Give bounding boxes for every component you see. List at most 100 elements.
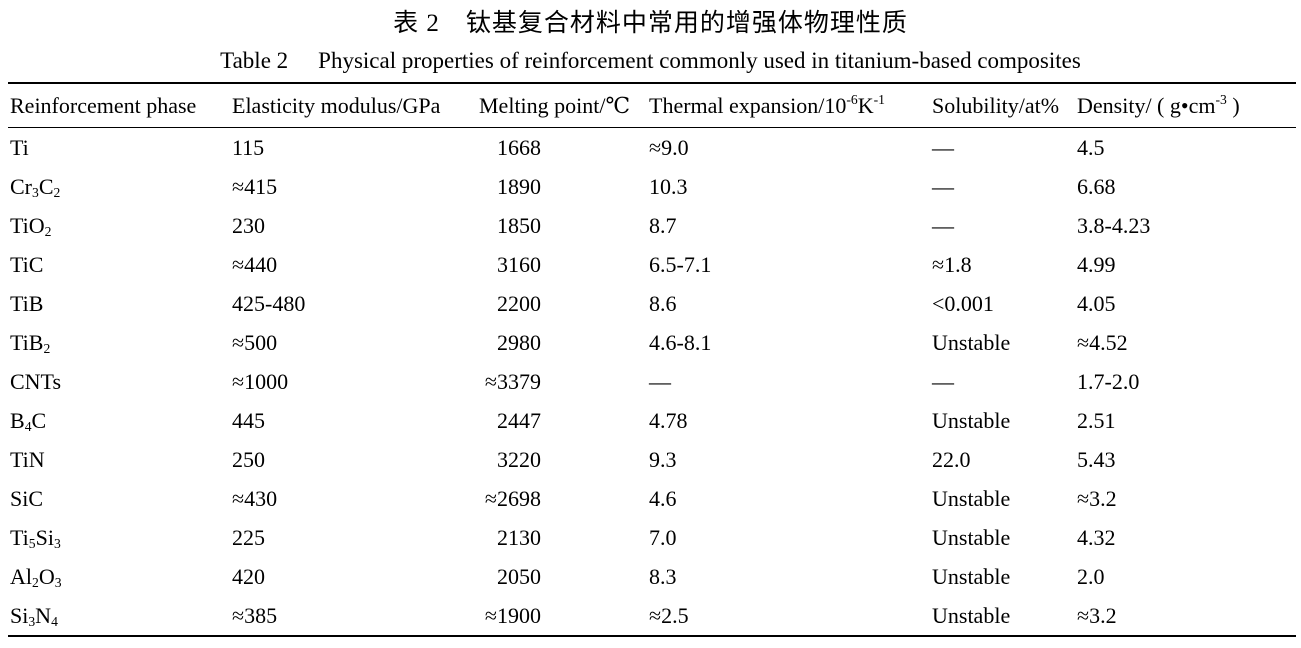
column-header-solubility: Solubility/at% xyxy=(932,92,1060,118)
cell-solubility: Unstable xyxy=(932,563,1011,589)
cell-modulus: ≈430 xyxy=(232,485,278,511)
cell-melting: 2980 xyxy=(497,329,541,355)
table-row: Ti 115 1668 ≈9.0 — 4.5 xyxy=(8,128,1296,168)
cell-expansion: 7.0 xyxy=(649,524,677,550)
cell-solubility: Unstable xyxy=(932,329,1011,355)
cell-expansion: 6.5-7.1 xyxy=(649,251,712,277)
cell-phase: Ti5Si3 xyxy=(10,524,61,552)
cell-melting: 1890 xyxy=(497,173,541,199)
cell-density: 4.05 xyxy=(1077,290,1116,316)
reinforcement-properties-table: Reinforcement phase Elasticity modulus/GP… xyxy=(8,82,1296,637)
table-row: TiB2 ≈500 2980 4.6-8.1 Unstable ≈4.52 xyxy=(8,323,1296,362)
table-header-row: Reinforcement phase Elasticity modulus/GP… xyxy=(8,83,1296,128)
cell-phase: TiC xyxy=(10,251,44,277)
cell-phase: Si3N4 xyxy=(10,602,58,630)
cell-expansion: 8.3 xyxy=(649,563,677,589)
cell-density: 5.43 xyxy=(1077,446,1116,472)
cell-density: 4.5 xyxy=(1077,134,1105,160)
cell-solubility: — xyxy=(932,134,954,160)
cell-phase: Al2O3 xyxy=(10,563,62,591)
table-row: TiO2 230 1850 8.7 — 3.8-4.23 xyxy=(8,206,1296,245)
cell-melting: 2130 xyxy=(497,524,541,550)
column-header-phase: Reinforcement phase xyxy=(10,92,197,118)
cell-density: ≈3.2 xyxy=(1077,602,1117,628)
cell-phase: SiC xyxy=(10,485,44,511)
cell-melting: ≈2698 xyxy=(484,485,541,511)
cell-phase: B4C xyxy=(10,407,47,435)
column-header-modulus: Elasticity modulus/GPa xyxy=(232,92,441,118)
cell-melting: 2200 xyxy=(497,290,541,316)
cell-expansion: 8.7 xyxy=(649,212,677,238)
cell-density: ≈3.2 xyxy=(1077,485,1117,511)
column-header-expansion: Thermal expansion/10-6K-1 xyxy=(649,92,885,118)
cell-phase: TiB2 xyxy=(10,329,51,357)
cell-density: 1.7-2.0 xyxy=(1077,368,1140,394)
cell-solubility: — xyxy=(932,212,954,238)
table-title-chinese: 表 2 钛基复合材料中常用的增强体物理性质 xyxy=(393,10,908,37)
table-body: Ti 115 1668 ≈9.0 — 4.5 Cr3C2 ≈415 1890 10.3 — 6.68 T… xyxy=(8,128,1296,637)
cell-melting: 3160 xyxy=(497,251,541,277)
cell-melting: ≈3379 xyxy=(484,368,541,394)
cell-melting: 3220 xyxy=(497,446,541,472)
cell-density: 2.0 xyxy=(1077,563,1105,589)
cell-density: 3.8-4.23 xyxy=(1077,212,1151,238)
table-title-english: Table 2 Physical properties of reinforcem… xyxy=(0,46,1301,76)
cell-solubility: ≈1.8 xyxy=(932,251,972,277)
cell-modulus: ≈1000 xyxy=(232,368,289,394)
cell-solubility: Unstable xyxy=(932,524,1011,550)
table-row: TiC ≈440 3160 6.5-7.1 ≈1.8 4.99 xyxy=(8,245,1296,284)
cell-phase: Ti xyxy=(10,134,29,160)
cell-density: 4.99 xyxy=(1077,251,1116,277)
table-row: TiB 425-480 2200 8.6 <0.001 4.05 xyxy=(8,284,1296,323)
cell-solubility: Unstable xyxy=(932,407,1011,433)
cell-modulus: 250 xyxy=(232,446,265,472)
cell-expansion: — xyxy=(649,368,671,394)
cell-phase: TiO2 xyxy=(10,212,52,240)
table-number-label: Table 2 xyxy=(220,48,289,73)
table-row: TiN 250 3220 9.3 22.0 5.43 xyxy=(8,440,1296,479)
cell-solubility: Unstable xyxy=(932,485,1011,511)
table-row: B4C 445 2447 4.78 Unstable 2.51 xyxy=(8,401,1296,440)
cell-modulus: ≈440 xyxy=(232,251,278,277)
table-row: Cr3C2 ≈415 1890 10.3 — 6.68 xyxy=(8,167,1296,206)
cell-solubility: 22.0 xyxy=(932,446,971,472)
cell-density: 4.32 xyxy=(1077,524,1116,550)
cell-expansion: 10.3 xyxy=(649,173,688,199)
table-row: Ti5Si3 225 2130 7.0 Unstable 4.32 xyxy=(8,518,1296,557)
cell-phase: Cr3C2 xyxy=(10,173,61,201)
column-header-density: Density/ ( g•cm-3 ) xyxy=(1077,92,1240,118)
cell-phase: TiN xyxy=(10,446,45,472)
cell-modulus: 445 xyxy=(232,407,265,433)
cell-density: 6.68 xyxy=(1077,173,1116,199)
cell-expansion: 9.3 xyxy=(649,446,677,472)
cell-melting: ≈1900 xyxy=(484,602,541,628)
cell-phase: TiB xyxy=(10,290,44,316)
table-row: SiC ≈430 ≈2698 4.6 Unstable ≈3.2 xyxy=(8,479,1296,518)
cell-solubility: Unstable xyxy=(932,602,1011,628)
cell-modulus: ≈500 xyxy=(232,329,278,355)
cell-modulus: ≈385 xyxy=(232,602,278,628)
cell-expansion: 8.6 xyxy=(649,290,677,316)
cell-expansion: ≈9.0 xyxy=(649,134,689,160)
cell-modulus: 225 xyxy=(232,524,265,550)
cell-solubility: — xyxy=(932,368,954,394)
table-row: Si3N4 ≈385 ≈1900 ≈2.5 Unstable ≈3.2 xyxy=(8,596,1296,636)
cell-density: 2.51 xyxy=(1077,407,1116,433)
table-row: Al2O3 420 2050 8.3 Unstable 2.0 xyxy=(8,557,1296,596)
cell-melting: 1668 xyxy=(497,134,541,160)
cell-expansion: ≈2.5 xyxy=(649,602,689,628)
cell-melting: 2050 xyxy=(497,563,541,589)
cell-melting: 1850 xyxy=(497,212,541,238)
cell-modulus: 420 xyxy=(232,563,265,589)
cell-expansion: 4.6 xyxy=(649,485,677,511)
table-row: CNTs ≈1000 ≈3379 — — 1.7-2.0 xyxy=(8,362,1296,401)
cell-modulus: 425-480 xyxy=(232,290,306,316)
cell-solubility: — xyxy=(932,173,954,199)
cell-modulus: 230 xyxy=(232,212,265,238)
cell-phase: CNTs xyxy=(10,368,62,394)
cell-solubility: <0.001 xyxy=(932,290,994,316)
cell-expansion: 4.78 xyxy=(649,407,688,433)
cell-modulus: 115 xyxy=(232,134,265,160)
column-header-melting: Melting point/℃ xyxy=(479,92,631,118)
cell-expansion: 4.6-8.1 xyxy=(649,329,712,355)
